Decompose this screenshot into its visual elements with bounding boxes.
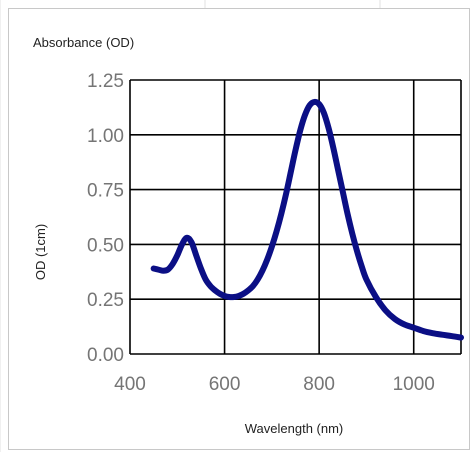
series-line-0[interactable] <box>150 98 464 341</box>
tick-labels: 400 600 800 1000 0.00 0.25 0.50 0.75 1.00 1.25 <box>87 71 435 395</box>
y-tick-label: 0.75 <box>87 181 124 202</box>
y-axis-title: OD (1cm) <box>33 224 48 280</box>
absorbance-chart: Absorbance (OD) 400 600 800 1000 0.00 0.25 0.5… <box>33 35 464 436</box>
y-tick-label: 0.00 <box>87 345 124 366</box>
grid <box>129 79 462 355</box>
x-tick-label: 800 <box>303 374 335 395</box>
chart-title: Absorbance (OD) <box>33 35 134 50</box>
series-layer <box>150 98 464 341</box>
y-tick-label: 0.25 <box>87 290 124 311</box>
y-tick-label: 0.50 <box>87 235 124 256</box>
x-tick-label: 1000 <box>393 374 435 395</box>
y-tick-label: 1.00 <box>87 126 124 147</box>
x-tick-label: 600 <box>209 374 241 395</box>
x-tick-label: 400 <box>114 374 146 395</box>
chart-container[interactable]: Absorbance (OD) 400 600 800 1000 0.00 0.25 0.5… <box>8 8 470 450</box>
x-axis-title: Wavelength (nm) <box>245 421 344 436</box>
y-tick-label: 1.25 <box>87 71 124 92</box>
